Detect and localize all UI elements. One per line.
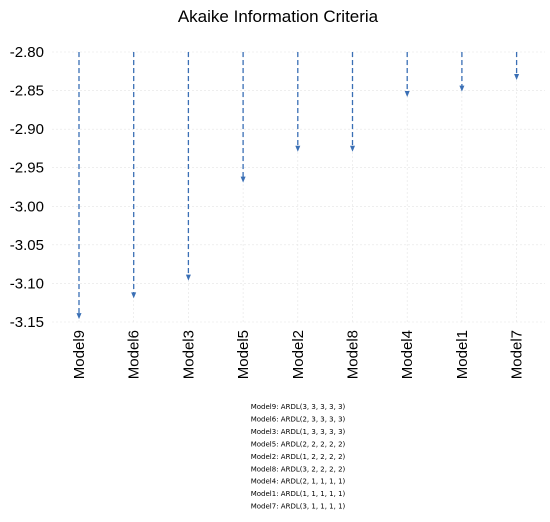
y-tick-label: -3.10 [10, 275, 44, 292]
y-tick-label: -2.85 [10, 83, 44, 100]
model-spec-note: Model1: ARDL(1, 1, 1, 1, 1) [251, 490, 346, 498]
x-tick-label: Model4 [399, 330, 416, 379]
model-spec-note: Model8: ARDL(3, 2, 2, 2, 2) [251, 465, 346, 473]
bar-model1 [459, 52, 465, 92]
bar-model2 [295, 52, 301, 152]
bar-model9 [76, 52, 82, 320]
x-tick-label: Model8 [345, 330, 362, 379]
bar-model6 [131, 52, 137, 299]
bar-arrowhead [185, 274, 191, 281]
model-spec-note: Model3: ARDL(1, 3, 3, 3, 3) [251, 428, 346, 436]
model-spec-note: Model2: ARDL(1, 2, 2, 2, 2) [251, 453, 346, 461]
x-tick-label: Model2 [290, 330, 307, 379]
bar-model3 [185, 52, 191, 281]
bar-arrowhead [514, 74, 520, 80]
y-tick-label: -2.90 [10, 121, 44, 138]
y-tick-label: -2.80 [10, 44, 44, 61]
model-spec-note: Model7: ARDL(3, 1, 1, 1, 1) [251, 503, 346, 511]
model-spec-note: Model9: ARDL(3, 3, 3, 3, 3) [251, 403, 346, 411]
x-tick-label: Model5 [235, 330, 252, 379]
x-tick-label: Model3 [180, 330, 197, 379]
x-tick-label: Model9 [71, 330, 88, 379]
model-spec-note: Model4: ARDL(2, 1, 1, 1, 1) [251, 478, 346, 486]
bar-arrowhead [131, 292, 137, 299]
bar-arrowhead [240, 176, 246, 183]
bar-arrowhead [459, 85, 465, 92]
y-tick-label: -2.95 [10, 160, 44, 177]
model-spec-note: Model5: ARDL(2, 2, 2, 2, 2) [251, 440, 346, 448]
plot-area [76, 52, 520, 320]
x-tick-label: Model7 [509, 330, 526, 379]
x-tick-label: Model1 [454, 330, 471, 379]
bar-arrowhead [295, 145, 301, 152]
y-tick-label: -3.15 [10, 314, 44, 331]
bar-arrowhead [404, 90, 410, 97]
bar-arrowhead [350, 145, 355, 152]
chart-title: Akaike Information Criteria [178, 7, 379, 26]
bar-arrowhead [76, 313, 82, 320]
x-axis: Model9 Model6 Model3 Model5 Model2 Model8 Mode… [71, 330, 526, 379]
bar-model7 [514, 52, 520, 80]
x-tick-label: Model6 [126, 330, 143, 379]
model-spec-note: Model6: ARDL(2, 3, 3, 3, 3) [251, 415, 346, 423]
bar-model8 [350, 52, 355, 152]
grid [52, 51, 545, 323]
y-tick-label: -3.00 [10, 198, 44, 215]
y-axis: -2.80 -2.85 -2.90 -2.95 -3.00 -3.05 -3.10 -3.15 [10, 44, 44, 331]
model-legend-notes: Model9: ARDL(3, 3, 3, 3, 3) Model6: ARDL(… [251, 403, 346, 511]
y-tick-label: -3.05 [10, 237, 44, 254]
bar-model5 [240, 52, 246, 183]
bar-model4 [404, 52, 410, 97]
